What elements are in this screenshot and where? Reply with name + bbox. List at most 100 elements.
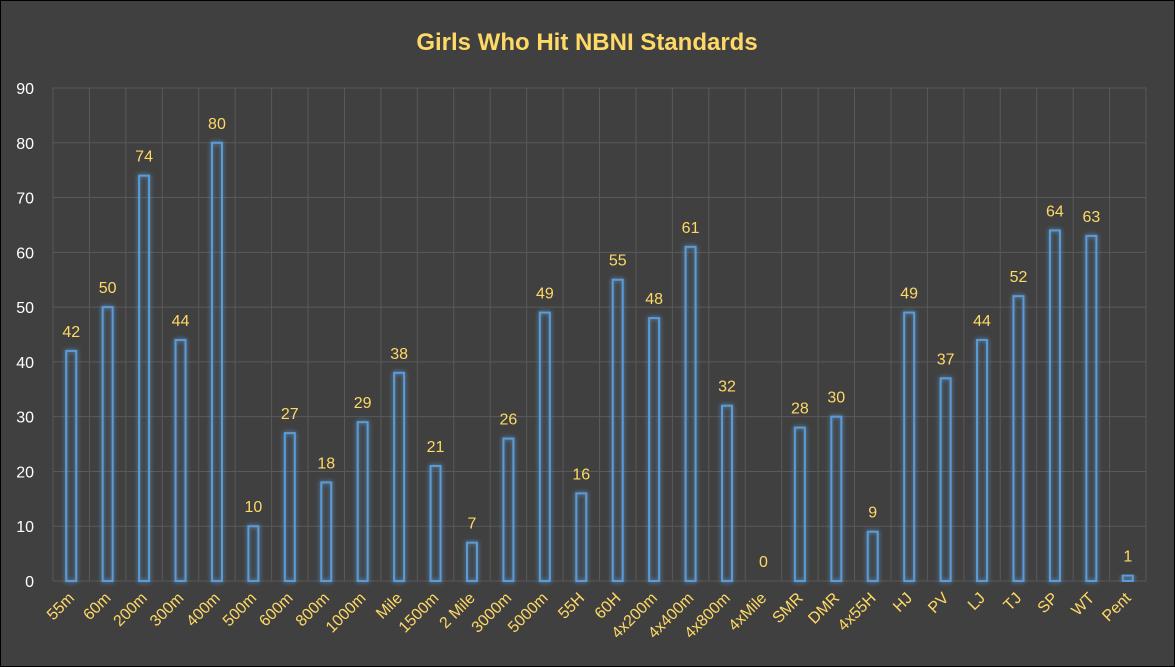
data-label: 0: [759, 554, 768, 571]
data-label: 61: [682, 220, 700, 237]
x-tick-label: LJ: [965, 590, 989, 614]
x-tick-label: 600m: [256, 590, 296, 630]
x-tick-label: 55m: [44, 590, 78, 624]
bar: [793, 426, 806, 582]
bar: [174, 338, 187, 582]
bar: [866, 530, 879, 583]
data-label: 32: [718, 379, 736, 396]
data-label: 26: [500, 412, 518, 429]
data-label: 48: [645, 291, 663, 308]
x-tick-label: 4x55H: [835, 590, 880, 635]
data-label: 80: [208, 116, 226, 133]
bar: [976, 338, 989, 582]
data-label: 49: [900, 286, 918, 303]
x-tick-label: 500m: [220, 590, 260, 630]
y-tick-label: 10: [16, 519, 34, 536]
x-tick-label: SP: [1035, 590, 1062, 617]
data-label: 42: [62, 324, 80, 341]
data-label: 63: [1082, 209, 1100, 226]
bar: [65, 349, 78, 582]
bar: [283, 432, 296, 582]
bar: [1121, 574, 1134, 582]
x-tick-label: Pent: [1099, 589, 1135, 625]
bar: [1012, 295, 1025, 582]
data-label: 37: [937, 351, 955, 368]
y-tick-label: 60: [16, 245, 34, 262]
bar: [393, 371, 406, 582]
x-tick-label: 200m: [111, 590, 151, 630]
bar: [684, 245, 697, 582]
data-label: 50: [99, 280, 117, 297]
bar: [939, 377, 952, 583]
data-label: 10: [244, 499, 262, 516]
x-tick-label: 5000m: [505, 590, 552, 637]
x-tick-label: 4xMile: [726, 590, 771, 635]
y-tick-label: 40: [16, 355, 34, 372]
x-tick-label: 60H: [592, 590, 625, 623]
bar: [356, 421, 369, 582]
data-label: 9: [868, 505, 877, 522]
data-label: 55: [609, 253, 627, 270]
data-label: 1: [1123, 549, 1132, 566]
bar: [648, 317, 661, 582]
x-tick-label: PV: [925, 590, 952, 617]
y-axis-ticks: 0 10 20 30 40 50 60 70 80 90: [16, 81, 34, 591]
bar: [465, 541, 478, 583]
chart-title: Girls Who Hit NBNI Standards: [416, 29, 757, 56]
bar: [138, 174, 151, 582]
data-label: 64: [1046, 203, 1064, 220]
y-tick-label: 30: [16, 410, 34, 427]
data-label: 7: [468, 516, 477, 533]
x-tick-label: 3000m: [469, 590, 516, 637]
bar: [320, 481, 333, 582]
x-tick-label: 60m: [80, 590, 114, 624]
bar: [1085, 234, 1098, 582]
data-label: 44: [973, 313, 991, 330]
data-label: 29: [354, 395, 372, 412]
bars: [65, 141, 1134, 583]
y-tick-label: 80: [16, 136, 34, 153]
data-label: 18: [317, 455, 335, 472]
y-tick-label: 70: [16, 191, 34, 208]
x-tick-label: HJ: [890, 590, 916, 616]
y-tick-label: 20: [16, 464, 34, 481]
bar: [210, 141, 223, 582]
data-label: 52: [1010, 269, 1028, 286]
bar: [611, 278, 624, 582]
bar: [429, 464, 442, 583]
bar: [903, 311, 916, 582]
bar: [101, 306, 114, 582]
x-tick-label: WT: [1069, 590, 1099, 620]
y-tick-label: 50: [16, 300, 34, 317]
x-tick-label: 1000m: [323, 590, 370, 637]
data-label: 49: [536, 286, 554, 303]
bar: [502, 437, 515, 583]
x-tick-label: 55H: [555, 590, 588, 623]
y-tick-label: 90: [16, 81, 34, 98]
bar: [1048, 229, 1061, 583]
x-tick-label: TJ: [1001, 590, 1026, 615]
x-tick-label: Mile: [373, 590, 406, 623]
data-label: 30: [827, 390, 845, 407]
gridlines: [52, 87, 1147, 582]
bar: [721, 404, 734, 583]
data-label: 28: [791, 401, 809, 418]
x-tick-label: 1500m: [396, 590, 443, 637]
x-tick-label: 400m: [183, 590, 223, 630]
data-labels: 42 50 74 44 80 10 27 18 29 38 21 7 26 49 16 55 48 61 32 0 28…: [62, 116, 1132, 571]
data-label: 74: [135, 149, 153, 166]
bar: [538, 311, 551, 582]
x-tick-label: SMR: [770, 590, 807, 627]
x-tick-label: 300m: [147, 590, 187, 630]
bar: [247, 525, 260, 583]
data-label: 16: [572, 466, 590, 483]
data-label: 44: [172, 313, 190, 330]
y-tick-label: 0: [25, 574, 34, 591]
bar: [575, 492, 588, 583]
data-label: 27: [281, 406, 299, 423]
data-label: 21: [427, 439, 445, 456]
data-label: 38: [390, 346, 408, 363]
